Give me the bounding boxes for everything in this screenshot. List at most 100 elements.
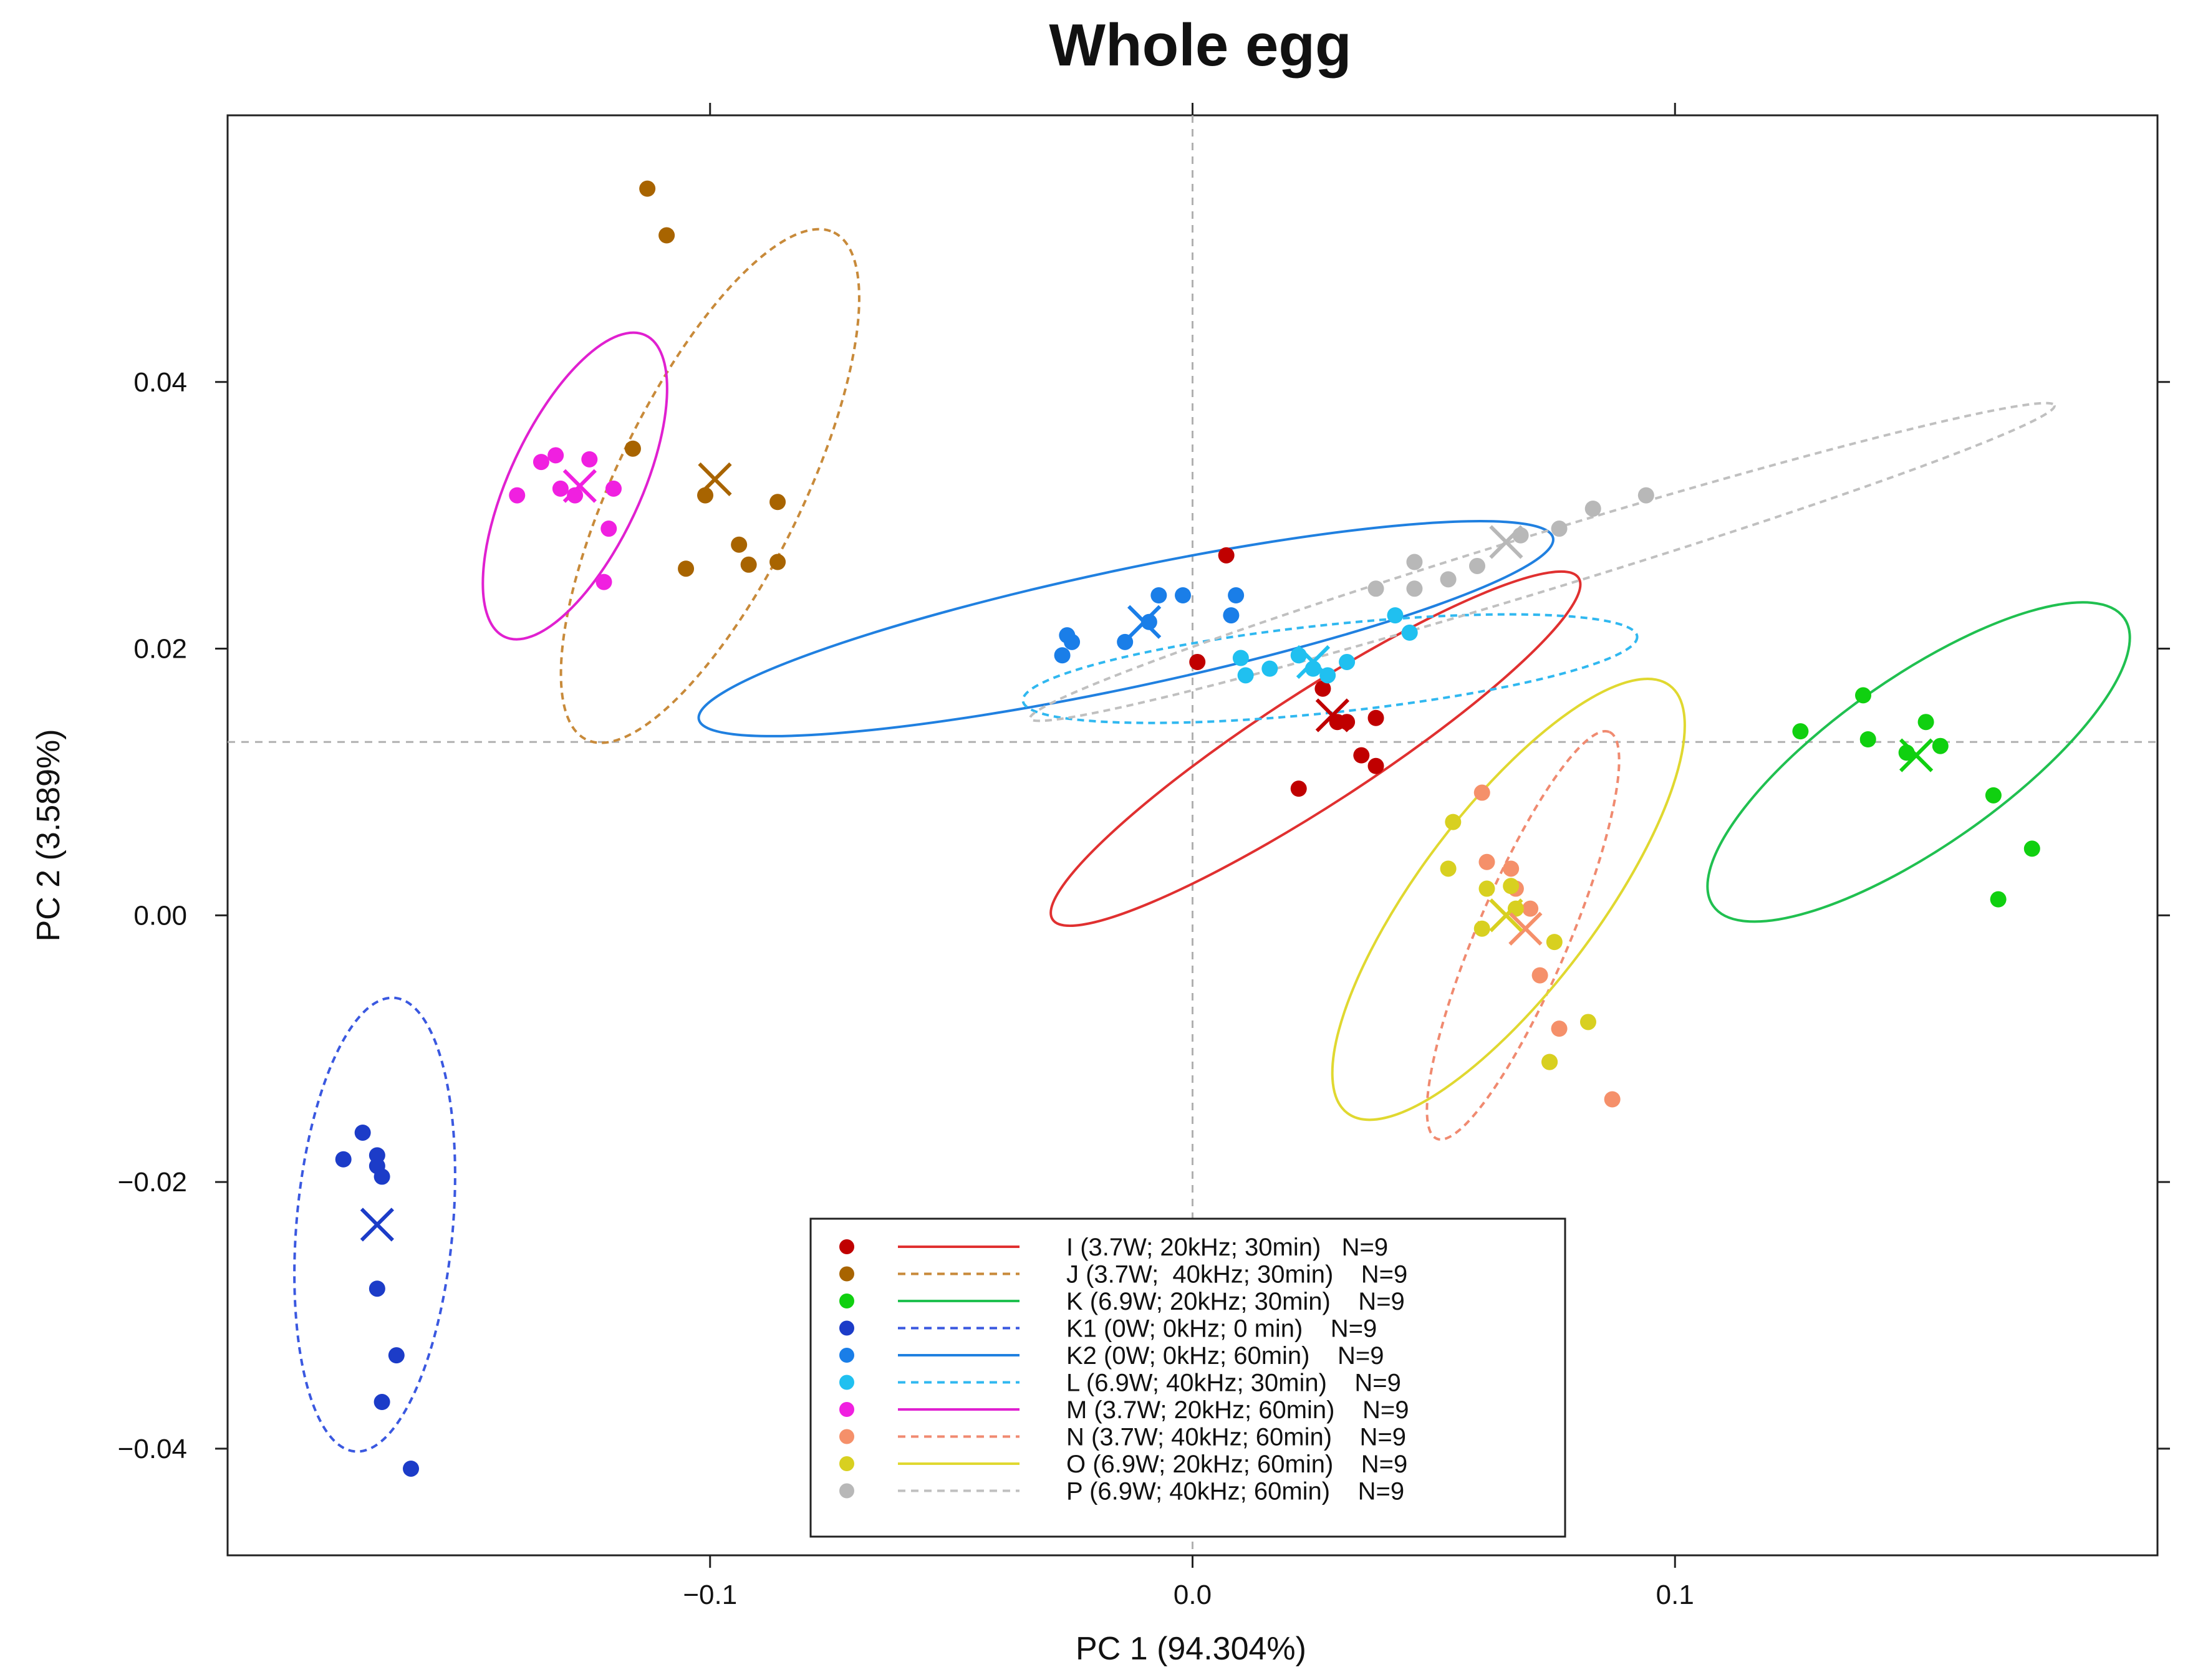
centroid-stroke bbox=[1508, 911, 1543, 946]
legend-item-l: L (6.9W; 40kHz; 30min) N=9 bbox=[839, 1370, 1401, 1397]
point-k bbox=[1859, 731, 1876, 747]
ellipse-p bbox=[1029, 401, 2056, 722]
point-m bbox=[600, 521, 617, 537]
legend-box bbox=[809, 1217, 1566, 1538]
point-m bbox=[547, 447, 564, 464]
y-tick-label: 0.04 bbox=[133, 367, 187, 398]
point-p bbox=[1584, 500, 1601, 517]
legend-swatch-point bbox=[839, 1429, 854, 1444]
ellipse-i bbox=[1049, 570, 1582, 928]
legend-item-k1: K1 (0W; 0kHz; 0 min) N=9 bbox=[839, 1315, 1377, 1343]
legend-label: N (3.7W; 40kHz; 60min) N=9 bbox=[1066, 1424, 1406, 1451]
point-k2 bbox=[1228, 587, 1245, 603]
y-tick-label: 0.00 bbox=[133, 900, 187, 931]
legend-label: M (3.7W; 20kHz; 60min) N=9 bbox=[1066, 1396, 1409, 1424]
centroid-stroke bbox=[698, 462, 732, 497]
point-k1 bbox=[335, 1151, 352, 1168]
ellipse-k2 bbox=[697, 520, 1555, 737]
centroid-stroke bbox=[1296, 645, 1331, 679]
point-o bbox=[1445, 814, 1462, 830]
centroid-stroke bbox=[1489, 525, 1523, 559]
legend-item-o: O (6.9W; 20kHz; 60min) N=9 bbox=[839, 1451, 1407, 1478]
point-n bbox=[1604, 1091, 1621, 1108]
point-m bbox=[509, 487, 526, 504]
point-k bbox=[1792, 723, 1809, 740]
point-m bbox=[567, 487, 584, 504]
point-j bbox=[639, 180, 656, 197]
point-k bbox=[2023, 840, 2040, 857]
centroid-j bbox=[698, 462, 732, 497]
point-j bbox=[658, 227, 675, 244]
legend-swatch-point bbox=[839, 1239, 854, 1254]
point-o bbox=[1541, 1054, 1558, 1070]
legend-swatch-point bbox=[839, 1320, 854, 1336]
point-j bbox=[740, 556, 757, 573]
y-tick-label: 0.02 bbox=[133, 634, 187, 665]
legend-item-i: I (3.7W; 20kHz; 30min) N=9 bbox=[839, 1234, 1388, 1261]
point-l bbox=[1232, 650, 1249, 666]
x-tick-label: −0.1 bbox=[683, 1580, 737, 1610]
point-m bbox=[595, 574, 612, 590]
point-i bbox=[1290, 780, 1307, 797]
point-k2 bbox=[1140, 613, 1157, 630]
legend-label: K (6.9W; 20kHz; 30min) N=9 bbox=[1066, 1288, 1405, 1315]
point-j bbox=[678, 560, 695, 577]
centroid-k bbox=[1899, 738, 1934, 772]
point-k2 bbox=[1117, 633, 1134, 650]
chart-title: Whole egg bbox=[1049, 12, 1351, 79]
point-k2 bbox=[1175, 587, 1192, 603]
point-p bbox=[1469, 557, 1486, 574]
legend-label: K2 (0W; 0kHz; 60min) N=9 bbox=[1066, 1342, 1384, 1370]
centroid-stroke bbox=[1489, 898, 1523, 933]
point-k bbox=[1990, 891, 2007, 908]
ellipse-n bbox=[1425, 729, 1621, 1141]
point-p bbox=[1637, 487, 1654, 504]
point-k bbox=[1932, 737, 1949, 754]
point-o bbox=[1579, 1014, 1596, 1030]
centroid-m bbox=[562, 469, 597, 503]
point-k2 bbox=[1054, 647, 1071, 664]
legend-label: L (6.9W; 40kHz; 30min) N=9 bbox=[1066, 1370, 1401, 1397]
centroid-n bbox=[1508, 911, 1543, 946]
centroid-k1 bbox=[360, 1207, 394, 1242]
legend-item-p: P (6.9W; 40kHz; 60min) N=9 bbox=[839, 1478, 1404, 1505]
centroid-o bbox=[1489, 898, 1523, 933]
point-m bbox=[552, 480, 569, 497]
centroid-l bbox=[1296, 645, 1331, 679]
point-i bbox=[1189, 653, 1206, 670]
point-i bbox=[1314, 680, 1331, 697]
point-k1 bbox=[374, 1168, 390, 1185]
centroid-k2 bbox=[1127, 605, 1162, 639]
centroid-stroke bbox=[360, 1207, 394, 1242]
point-j bbox=[731, 536, 748, 553]
legend-swatch-point bbox=[839, 1266, 854, 1282]
legend-item-k2: K2 (0W; 0kHz; 60min) N=9 bbox=[839, 1342, 1384, 1370]
legend-label: I (3.7W; 20kHz; 30min) N=9 bbox=[1066, 1234, 1388, 1261]
point-m bbox=[581, 451, 598, 468]
point-k bbox=[1985, 787, 2002, 804]
legend-item-n: N (3.7W; 40kHz; 60min) N=9 bbox=[839, 1424, 1406, 1451]
point-j bbox=[769, 554, 786, 570]
point-i bbox=[1353, 747, 1370, 764]
point-j bbox=[769, 494, 786, 511]
point-o bbox=[1546, 934, 1563, 951]
legend-swatch-point bbox=[839, 1456, 854, 1471]
point-k bbox=[1917, 714, 1934, 731]
point-n bbox=[1522, 900, 1539, 917]
y-tick-label: −0.04 bbox=[118, 1434, 187, 1464]
point-k2 bbox=[1223, 607, 1240, 624]
point-p bbox=[1367, 580, 1384, 597]
point-k2 bbox=[1059, 627, 1076, 644]
point-n bbox=[1531, 967, 1548, 984]
centroid-p bbox=[1489, 525, 1523, 559]
legend-item-m: M (3.7W; 20kHz; 60min) N=9 bbox=[839, 1396, 1409, 1424]
legend-swatch-point bbox=[839, 1483, 854, 1499]
ellipse-k1 bbox=[293, 996, 456, 1453]
point-n bbox=[1503, 860, 1520, 877]
point-i bbox=[1218, 547, 1235, 564]
x-axis-label: PC 1 (94.304%) bbox=[1076, 1631, 1306, 1667]
point-l bbox=[1237, 667, 1254, 684]
point-p bbox=[1406, 580, 1423, 597]
ellipse-k bbox=[1706, 601, 2131, 923]
